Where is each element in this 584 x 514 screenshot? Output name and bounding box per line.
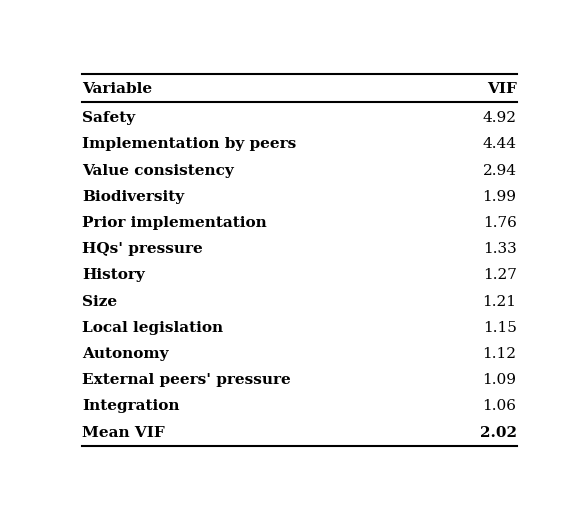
Text: 1.33: 1.33 [483,242,516,256]
Text: History: History [82,268,145,282]
Text: Autonomy: Autonomy [82,347,169,361]
Text: 4.44: 4.44 [482,137,516,151]
Text: VIF: VIF [486,82,516,96]
Text: Biodiversity: Biodiversity [82,190,184,204]
Text: 1.06: 1.06 [482,399,516,413]
Text: Prior implementation: Prior implementation [82,216,267,230]
Text: 1.15: 1.15 [482,321,516,335]
Text: Value consistency: Value consistency [82,163,234,177]
Text: Integration: Integration [82,399,179,413]
Text: 1.76: 1.76 [482,216,516,230]
Text: 1.21: 1.21 [482,295,516,308]
Text: 1.09: 1.09 [482,373,516,387]
Text: Mean VIF: Mean VIF [82,426,165,439]
Text: Size: Size [82,295,117,308]
Text: Implementation by peers: Implementation by peers [82,137,296,151]
Text: 4.92: 4.92 [482,111,516,125]
Text: 2.02: 2.02 [479,426,516,439]
Text: Variable: Variable [82,82,152,96]
Text: Local legislation: Local legislation [82,321,223,335]
Text: 1.27: 1.27 [482,268,516,282]
Text: 2.94: 2.94 [482,163,516,177]
Text: 1.12: 1.12 [482,347,516,361]
Text: 1.99: 1.99 [482,190,516,204]
Text: Safety: Safety [82,111,135,125]
Text: HQs' pressure: HQs' pressure [82,242,203,256]
Text: External peers' pressure: External peers' pressure [82,373,291,387]
